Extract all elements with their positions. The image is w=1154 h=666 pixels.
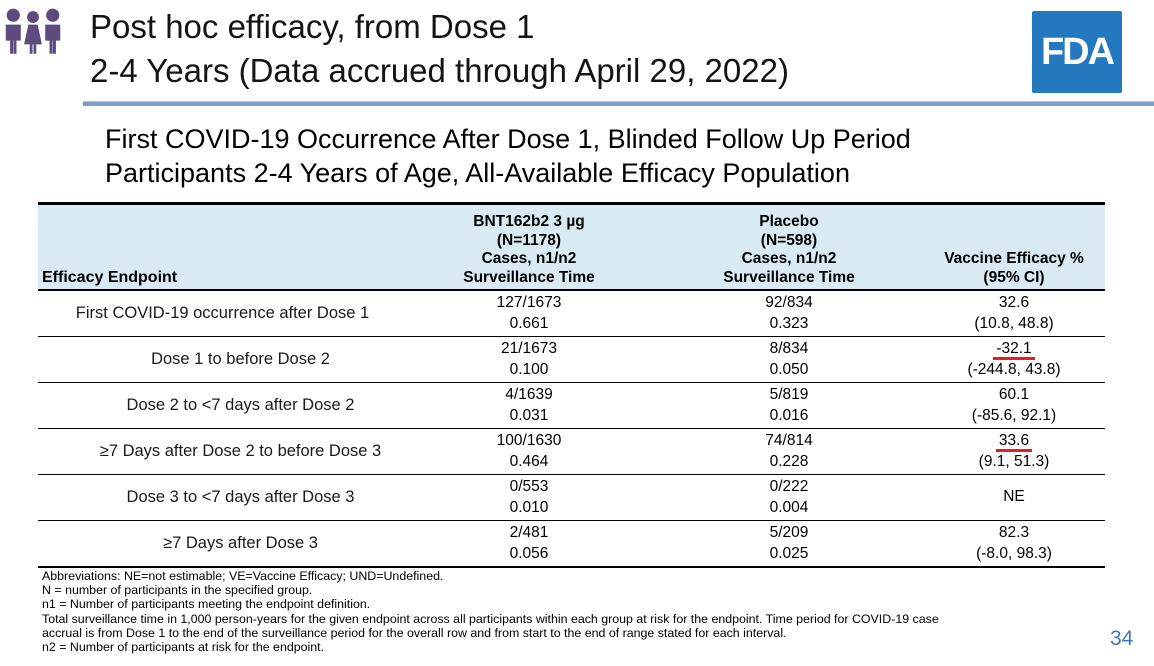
table-title-line1: First COVID-19 Occurrence After Dose 1, …: [105, 124, 911, 154]
table-title-line2: Participants 2-4 Years of Age, All-Avail…: [105, 158, 850, 188]
fda-logo-text: FDA: [1040, 30, 1115, 73]
ve-cell: 60.1 (-85.6, 92.1): [923, 383, 1105, 428]
table-row: Dose 1 to before Dose 2 21/1673 0.100 8/…: [38, 337, 1105, 383]
placebo-cell: 74/814 0.228: [655, 429, 923, 474]
placebo-cases: 5/819: [769, 386, 809, 403]
header-vaccine-efficacy: Vaccine Efficacy % (95% CI): [944, 250, 1084, 286]
endpoint-cell: Dose 1 to before Dose 2: [38, 337, 403, 382]
bnt-cases: 21/1673: [500, 340, 558, 357]
bnt-cell: 2/481 0.056: [403, 521, 655, 566]
placebo-cell: 0/222 0.004: [655, 475, 923, 520]
bnt-cases: 127/1673: [496, 294, 562, 311]
placebo-cell: 92/834 0.323: [655, 291, 923, 336]
bnt-cases: 2/481: [509, 524, 549, 541]
table-row: ≥7 Days after Dose 2 to before Dose 3 10…: [38, 429, 1105, 475]
slide-title-line1: Post hoc efficacy, from Dose 1: [90, 8, 535, 45]
placebo-cell: 5/819 0.016: [655, 383, 923, 428]
bnt-surveillance-time: 0.056: [509, 544, 549, 562]
endpoint-cell: ≥7 Days after Dose 3: [38, 521, 403, 566]
table-row: Dose 3 to <7 days after Dose 3 0/553 0.0…: [38, 475, 1105, 521]
header-placebo: Placebo (N=598) Cases, n1/n2 Surveillanc…: [723, 213, 855, 286]
bnt-surveillance-time: 0.031: [509, 406, 549, 424]
endpoint-cell: Dose 3 to <7 days after Dose 3: [38, 475, 403, 520]
ve-cell: NE: [923, 475, 1105, 520]
endpoint-label: Dose 1 to before Dose 2: [151, 350, 330, 368]
ve-value: NE: [1003, 488, 1025, 506]
placebo-cases: 74/814: [765, 432, 813, 449]
endpoint-label: ≥7 Days after Dose 3: [163, 534, 318, 552]
ve-value: 33.6: [995, 432, 1033, 452]
bnt-cell: 127/1673 0.661: [403, 291, 655, 336]
ve-confidence-interval: (-8.0, 98.3): [976, 544, 1052, 562]
placebo-surveillance-time: 0.228: [769, 452, 809, 470]
header-efficacy-endpoint: Efficacy Endpoint: [42, 268, 178, 286]
ve-cell: 82.3 (-8.0, 98.3): [923, 521, 1105, 566]
ve-confidence-interval: (-244.8, 43.8): [967, 360, 1061, 378]
placebo-cases: 0/222: [769, 478, 809, 495]
placebo-surveillance-time: 0.016: [769, 406, 809, 424]
footnote-n1: n1 = Number of participants meeting the …: [42, 597, 371, 612]
bnt-cell: 100/1630 0.464: [403, 429, 655, 474]
fda-logo: FDA: [1032, 11, 1122, 93]
bnt-cell: 0/553 0.010: [403, 475, 655, 520]
ve-value: 60.1: [998, 386, 1030, 403]
bnt-cell: 21/1673 0.100: [403, 337, 655, 382]
placebo-surveillance-time: 0.004: [769, 498, 809, 516]
endpoint-label: ≥7 Days after Dose 2 to before Dose 3: [99, 442, 382, 460]
placebo-surveillance-time: 0.025: [769, 544, 809, 562]
placebo-surveillance-time: 0.323: [769, 314, 809, 332]
bnt-cases: 0/553: [509, 478, 549, 495]
ve-value: 32.6: [998, 294, 1030, 311]
footnote-abbreviations: Abbreviations: NE=not estimable; VE=Vacc…: [42, 569, 444, 583]
table-row: Dose 2 to <7 days after Dose 2 4/1639 0.…: [38, 383, 1105, 429]
bnt-cases: 100/1630: [496, 432, 562, 449]
footnote-n: N = number of participants in the specif…: [42, 583, 313, 598]
placebo-cell: 5/209 0.025: [655, 521, 923, 566]
ve-cell: 32.6 (10.8, 48.8): [923, 291, 1105, 336]
bnt-surveillance-time: 0.661: [509, 314, 549, 332]
table-title: First COVID-19 Occurrence After Dose 1, …: [105, 122, 911, 190]
header-bnt162b2: BNT162b2 3 µg (N=1178) Cases, n1/n2 Surv…: [463, 213, 595, 286]
table-row: First COVID-19 occurrence after Dose 1 1…: [38, 291, 1105, 337]
placebo-cell: 8/834 0.050: [655, 337, 923, 382]
bnt-cell: 4/1639 0.031: [403, 383, 655, 428]
table-row: ≥7 Days after Dose 3 2/481 0.056 5/209 0…: [38, 521, 1105, 568]
footnote-n2: n2 = Number of participants at risk for …: [42, 640, 325, 655]
title-divider-rule: [83, 101, 1154, 106]
slide-title: Post hoc efficacy, from Dose 1 2-4 Years…: [90, 5, 789, 93]
table-header-row: Efficacy Endpoint BNT162b2 3 µg (N=1178)…: [38, 202, 1105, 291]
table-body: First COVID-19 occurrence after Dose 1 1…: [38, 291, 1105, 568]
endpoint-cell: Dose 2 to <7 days after Dose 2: [38, 383, 403, 428]
ve-confidence-interval: (-85.6, 92.1): [971, 406, 1057, 424]
footnotes: Abbreviations: NE=not estimable; VE=Vacc…: [42, 569, 964, 654]
family-icon: [5, 8, 61, 54]
page-number: 34: [1110, 627, 1134, 650]
placebo-cases: 92/834: [765, 294, 813, 311]
bnt-surveillance-time: 0.464: [509, 452, 549, 470]
placebo-surveillance-time: 0.050: [769, 360, 809, 378]
slide-title-line2: 2-4 Years (Data accrued through April 29…: [90, 52, 789, 89]
ve-value: 82.3: [998, 524, 1030, 541]
bnt-cases: 4/1639: [505, 386, 553, 403]
ve-cell: 33.6 (9.1, 51.3): [923, 429, 1105, 474]
footnote-surveillance-time: Total surveillance time in 1,000 person-…: [42, 611, 939, 640]
ve-cell: -32.1 (-244.8, 43.8): [923, 337, 1105, 382]
endpoint-label: Dose 3 to <7 days after Dose 3: [126, 488, 355, 506]
ve-confidence-interval: (9.1, 51.3): [978, 452, 1050, 470]
endpoint-cell: First COVID-19 occurrence after Dose 1: [38, 291, 403, 336]
endpoint-cell: ≥7 Days after Dose 2 to before Dose 3: [38, 429, 403, 474]
bnt-surveillance-time: 0.010: [509, 498, 549, 516]
endpoint-label: Dose 2 to <7 days after Dose 2: [126, 396, 355, 414]
placebo-cases: 8/834: [769, 340, 809, 357]
ve-confidence-interval: (10.8, 48.8): [974, 314, 1054, 332]
placebo-cases: 5/209: [769, 524, 809, 541]
efficacy-table: Efficacy Endpoint BNT162b2 3 µg (N=1178)…: [38, 202, 1105, 568]
ve-value: -32.1: [993, 340, 1035, 360]
bnt-surveillance-time: 0.100: [509, 360, 549, 378]
endpoint-label: First COVID-19 occurrence after Dose 1: [75, 304, 370, 322]
